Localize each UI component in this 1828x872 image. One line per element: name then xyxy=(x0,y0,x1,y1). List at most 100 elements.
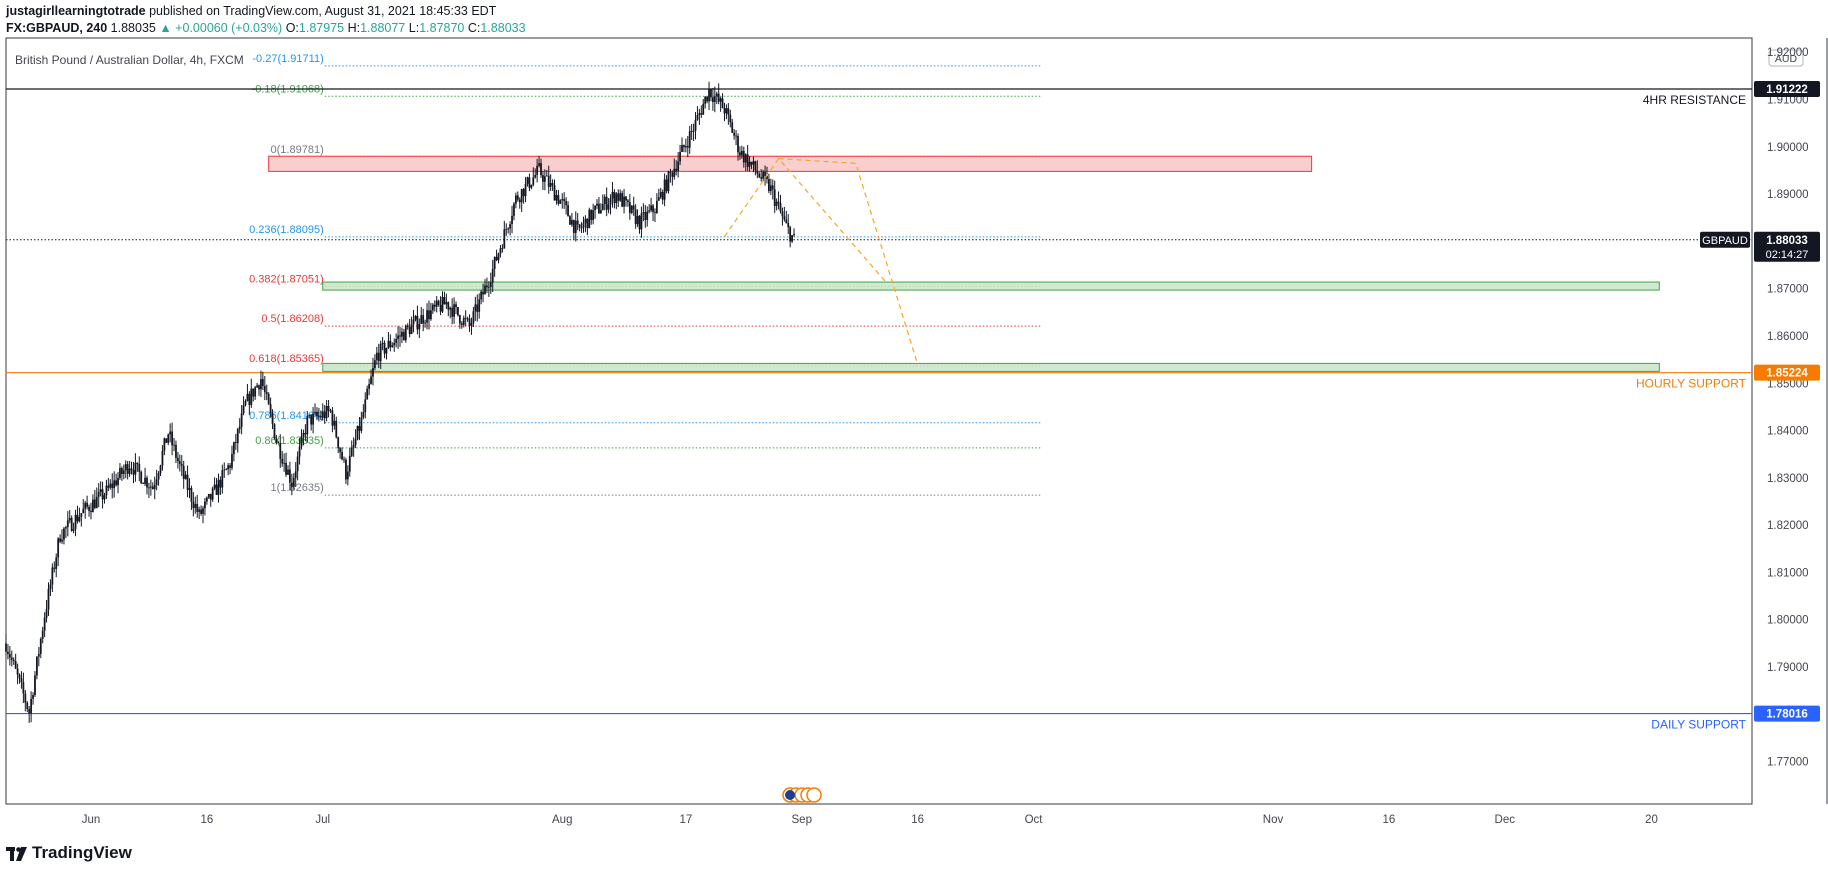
candle-body xyxy=(418,323,421,330)
currency-badge[interactable] xyxy=(1768,49,1804,67)
candle-body xyxy=(157,473,160,480)
candle-body xyxy=(356,425,359,440)
candle-body xyxy=(144,477,146,484)
fib-level-label: 0.86(1.83635) xyxy=(255,435,324,447)
candle-body xyxy=(368,384,371,389)
symbol-label: FX:GBPAUD, 240 xyxy=(6,21,108,35)
candle-body xyxy=(196,503,199,512)
candle-body xyxy=(773,189,776,206)
candle-body xyxy=(742,150,745,163)
open-value: 1.87975 xyxy=(298,21,345,35)
economic-event-icon[interactable] xyxy=(806,787,822,803)
candle-body xyxy=(204,501,206,509)
x-tick-label: 20 xyxy=(1645,814,1658,826)
candle-body xyxy=(70,518,73,531)
candle-body xyxy=(10,657,13,660)
candle-body xyxy=(592,210,595,221)
price-change: ▲ +0.00060 (+0.03%) xyxy=(159,21,283,35)
candle-body xyxy=(441,297,444,312)
candle-body xyxy=(711,97,714,103)
candle-body xyxy=(650,205,652,211)
resistance-zone[interactable] xyxy=(268,155,1313,172)
candle-body xyxy=(74,514,77,530)
candle-body xyxy=(377,352,380,362)
candle-body xyxy=(623,196,625,207)
candle-body xyxy=(140,471,143,484)
candle-body xyxy=(657,197,660,201)
candle-body xyxy=(472,311,475,324)
candle-body xyxy=(36,656,38,676)
candle-body xyxy=(543,176,546,182)
candle-body xyxy=(120,468,123,475)
candle-body xyxy=(107,485,110,488)
candle-body xyxy=(449,307,452,310)
author-name[interactable]: justagirllearningtotrade xyxy=(6,4,146,18)
candle-body xyxy=(613,191,616,204)
high-label: H: xyxy=(347,21,361,35)
candle-body xyxy=(198,509,201,512)
candle-body xyxy=(360,417,363,431)
candle-body xyxy=(43,617,46,631)
tradingview-brand[interactable]: TradingView xyxy=(6,843,132,863)
candle-body xyxy=(296,456,299,472)
candle-body xyxy=(775,201,778,206)
candle-body xyxy=(126,464,129,474)
candle-body xyxy=(115,480,117,486)
candle-body xyxy=(779,203,782,212)
current-price-label: 1.88033 xyxy=(1766,235,1808,247)
candle-body xyxy=(731,122,734,133)
projection-path[interactable] xyxy=(778,158,919,365)
candle-body xyxy=(696,115,699,120)
candle-body xyxy=(250,388,253,406)
candle-body xyxy=(231,454,233,468)
candle-body xyxy=(576,220,579,225)
candle-body xyxy=(258,385,260,390)
candle-body xyxy=(435,300,438,307)
candle-body xyxy=(588,209,591,229)
candle-body xyxy=(484,285,486,295)
candle-body xyxy=(57,538,60,558)
candle-body xyxy=(700,113,703,115)
candle-body xyxy=(155,479,158,485)
candle-body xyxy=(605,196,608,210)
candle-body xyxy=(64,527,67,529)
x-tick-label: Jul xyxy=(315,814,330,826)
candle-body xyxy=(582,223,585,228)
candle-body xyxy=(271,413,274,424)
support-zone[interactable] xyxy=(322,362,1660,372)
candle-body xyxy=(661,192,664,200)
candle-body xyxy=(545,175,548,177)
candle-body xyxy=(447,302,450,310)
candle-body xyxy=(30,698,33,714)
candle-body xyxy=(200,509,202,514)
candle-body xyxy=(634,209,637,225)
candle-body xyxy=(551,183,554,186)
candle-body xyxy=(202,508,204,514)
candle-body xyxy=(171,431,174,446)
candle-body xyxy=(279,443,282,459)
candle-body xyxy=(420,315,423,324)
x-tick-label: Aug xyxy=(552,814,572,826)
candle-body xyxy=(619,193,622,201)
candle-body xyxy=(233,442,235,455)
candle-body xyxy=(119,468,121,478)
candle-body xyxy=(607,204,610,210)
candle-body xyxy=(655,200,658,213)
candle-body xyxy=(316,411,318,417)
candle-body xyxy=(312,413,314,425)
candle-body xyxy=(771,185,774,190)
candle-body xyxy=(47,588,50,610)
brand-name: TradingView xyxy=(32,843,132,862)
candle-body xyxy=(688,131,691,148)
candle-body xyxy=(474,304,477,312)
fib-level-label: 0.5(1.86208) xyxy=(261,313,323,325)
candle-body xyxy=(113,480,116,489)
candle-body xyxy=(397,335,399,340)
candle-body xyxy=(260,379,262,390)
support-zone[interactable] xyxy=(322,281,1660,291)
candle-body xyxy=(84,502,87,509)
candle-body xyxy=(516,195,519,200)
candle-body xyxy=(752,161,755,165)
candle-body xyxy=(713,96,716,103)
price-chart[interactable]: British Pound / Australian Dollar, 4h, F… xyxy=(0,0,1828,840)
